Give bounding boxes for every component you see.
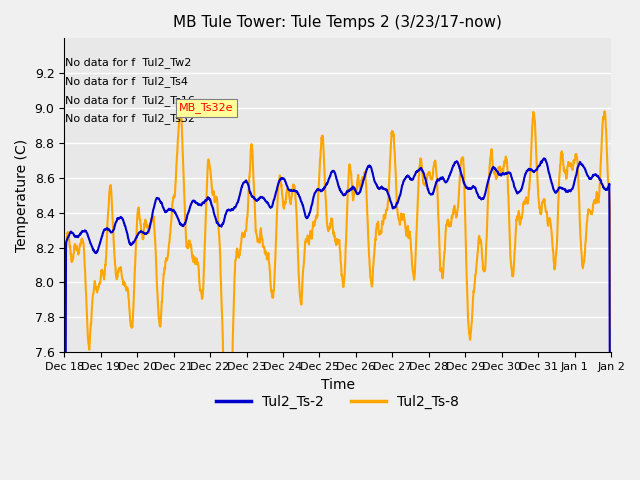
Tul2_Ts-2 <box>445 173 453 179</box>
Tul2_Ts-8 <box>445 221 453 227</box>
Tul2_Ts-8 <box>572 154 579 160</box>
Text: No data for f  Tul2_Ts16: No data for f Tul2_Ts16 <box>65 95 195 106</box>
Tul2_Ts-2 <box>545 170 553 176</box>
Tul2_Ts-2 <box>541 156 548 161</box>
Line: Tul2_Ts-2: Tul2_Ts-2 <box>64 158 611 480</box>
Text: MB_Ts32e: MB_Ts32e <box>179 102 234 113</box>
Tul2_Ts-2 <box>405 173 413 179</box>
Tul2_Ts-8 <box>606 206 614 212</box>
Title: MB Tule Tower: Tule Temps 2 (3/23/17-now): MB Tule Tower: Tule Temps 2 (3/23/17-now… <box>173 15 502 30</box>
Tul2_Ts-2 <box>606 479 614 480</box>
Text: No data for f  Tul2_Ts32: No data for f Tul2_Ts32 <box>65 113 195 124</box>
Tul2_Ts-8 <box>177 107 184 113</box>
Text: No data for f  Tul2_Ts4: No data for f Tul2_Ts4 <box>65 76 188 87</box>
Tul2_Ts-8 <box>405 234 413 240</box>
Tul2_Ts-2 <box>187 202 195 208</box>
Y-axis label: Temperature (C): Temperature (C) <box>15 139 29 252</box>
Tul2_Ts-2 <box>572 175 579 181</box>
Line: Tul2_Ts-8: Tul2_Ts-8 <box>64 110 611 480</box>
Text: No data for f  Tul2_Tw2: No data for f Tul2_Tw2 <box>65 57 191 68</box>
Legend: Tul2_Ts-2, Tul2_Ts-8: Tul2_Ts-2, Tul2_Ts-8 <box>211 389 465 414</box>
X-axis label: Time: Time <box>321 377 355 392</box>
Tul2_Ts-8 <box>545 216 553 221</box>
Tul2_Ts-8 <box>188 242 195 248</box>
